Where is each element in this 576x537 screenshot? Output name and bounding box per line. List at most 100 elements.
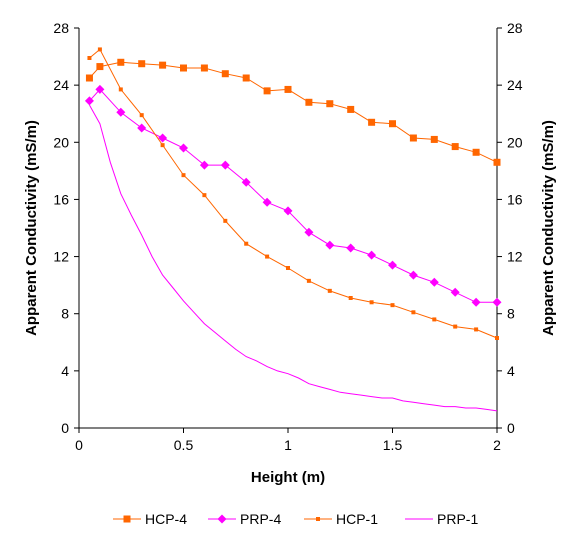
data-point-hcp-1 — [306, 278, 311, 283]
y-tick-label-left: 8 — [61, 306, 69, 322]
data-point-prp-4 — [429, 277, 439, 287]
data-point-hcp-4 — [117, 58, 125, 66]
x-tick-label: 2 — [493, 437, 501, 453]
data-point-hcp-4 — [284, 85, 292, 93]
data-point-hcp-4 — [85, 74, 93, 82]
y-axis-right: 0 4 8 12 16 20 24 28 — [496, 20, 523, 436]
y-tick-label-right: 20 — [507, 134, 523, 150]
y-tick-label-left: 0 — [61, 420, 69, 436]
data-point-prp-4 — [137, 123, 147, 133]
y-tick-label-right: 4 — [507, 363, 515, 379]
legend-item-hcp-4: HCP-4 — [113, 511, 187, 527]
data-point-prp-4 — [84, 96, 94, 106]
data-point-hcp-4 — [159, 61, 167, 69]
data-point-hcp-1 — [474, 327, 479, 332]
y-tick-label-right: 8 — [507, 306, 515, 322]
data-point-hcp-1 — [411, 310, 416, 315]
data-point-prp-4 — [388, 260, 397, 270]
data-point-prp-4 — [471, 297, 481, 307]
series-prp-4 — [84, 84, 502, 307]
data-point-hcp-1 — [265, 254, 270, 259]
series-prp-1 — [89, 104, 498, 412]
y-axis-title-right: Apparent Conductivity (mS/m) — [540, 120, 557, 336]
legend: HCP-4 PRP-4 HCP-1 PRP-1 — [113, 511, 478, 527]
y-axis-title-left: Apparent Conductivity (mS/m) — [23, 120, 40, 336]
data-point-hcp-1 — [139, 113, 144, 118]
legend-marker-hcp-1 — [316, 517, 320, 521]
data-point-hcp-1 — [160, 143, 165, 148]
y-tick-label-right: 28 — [507, 20, 523, 36]
y-tick-label-left: 20 — [53, 134, 69, 150]
y-tick-label-right: 16 — [507, 191, 523, 207]
data-point-hcp-4 — [347, 105, 355, 113]
data-point-hcp-4 — [451, 143, 459, 151]
x-axis: 0 0.5 1 1.5 2 — [75, 427, 501, 453]
legend-label-prp-1: PRP-1 — [437, 511, 478, 527]
data-point-hcp-4 — [389, 120, 396, 128]
x-tick-label: 1 — [284, 437, 292, 453]
data-point-prp-4 — [367, 250, 377, 260]
data-point-hcp-1 — [369, 300, 374, 305]
data-point-hcp-4 — [430, 135, 438, 143]
x-tick-label: 0.5 — [174, 437, 194, 453]
legend-item-prp-4: PRP-4 — [208, 511, 281, 527]
data-point-hcp-4 — [200, 64, 208, 72]
data-point-prp-4 — [241, 177, 251, 187]
legend-label-hcp-1: HCP-1 — [336, 511, 378, 527]
y-tick-label-left: 24 — [53, 77, 69, 93]
x-tick-label: 1.5 — [383, 437, 403, 453]
data-point-prp-4 — [408, 270, 418, 280]
data-point-hcp-4 — [368, 118, 376, 126]
data-point-hcp-4 — [472, 148, 480, 156]
data-point-hcp-1 — [244, 241, 249, 246]
plot-background — [79, 28, 497, 428]
y-tick-label-right: 24 — [507, 77, 523, 93]
data-point-prp-4 — [116, 107, 126, 117]
data-point-hcp-1 — [181, 173, 186, 178]
data-point-prp-4 — [179, 143, 188, 153]
series-hcp-1 — [87, 47, 499, 340]
legend-marker-hcp-4 — [123, 515, 131, 523]
data-point-prp-4 — [304, 227, 314, 237]
data-point-hcp-4 — [493, 158, 501, 166]
data-point-prp-4 — [492, 297, 502, 307]
data-point-prp-4 — [283, 206, 293, 216]
y-tick-label-left: 4 — [61, 363, 69, 379]
data-point-prp-4 — [220, 160, 230, 170]
data-point-prp-4 — [346, 243, 356, 253]
series-line-prp-1 — [89, 104, 498, 412]
data-point-hcp-1 — [390, 303, 395, 308]
data-point-hcp-1 — [327, 288, 332, 293]
data-point-hcp-1 — [97, 47, 102, 52]
y-tick-label-right: 0 — [507, 420, 515, 436]
y-tick-label-left: 28 — [53, 20, 69, 36]
series-hcp-4 — [85, 58, 501, 166]
data-point-hcp-4 — [305, 98, 313, 106]
plot-area — [79, 28, 497, 428]
data-point-hcp-4 — [263, 87, 271, 95]
data-point-hcp-1 — [118, 87, 123, 92]
y-tick-label-left: 16 — [53, 191, 69, 207]
data-point-hcp-4 — [96, 63, 104, 71]
data-point-hcp-4 — [409, 134, 417, 142]
y-tick-label-right: 12 — [507, 249, 523, 265]
data-point-hcp-4 — [326, 100, 334, 108]
legend-marker-prp-4 — [217, 514, 227, 524]
legend-item-prp-1: PRP-1 — [405, 511, 478, 527]
series-layer — [84, 47, 502, 412]
data-point-hcp-4 — [242, 74, 250, 82]
data-point-hcp-1 — [348, 296, 353, 300]
data-point-hcp-1 — [87, 56, 92, 60]
data-point-prp-4 — [158, 133, 168, 143]
data-point-hcp-1 — [495, 336, 499, 340]
data-point-prp-4 — [262, 197, 272, 207]
x-tick-label: 0 — [75, 437, 83, 453]
data-point-hcp-1 — [223, 218, 228, 223]
data-point-hcp-1 — [453, 324, 458, 329]
data-point-hcp-4 — [221, 70, 229, 78]
data-point-prp-4 — [199, 160, 209, 170]
legend-item-hcp-1: HCP-1 — [304, 511, 378, 527]
data-point-prp-4 — [325, 240, 335, 250]
